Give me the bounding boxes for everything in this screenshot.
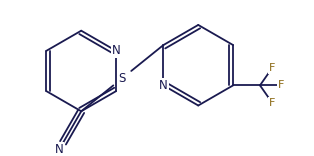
Text: N: N — [55, 143, 63, 156]
Text: F: F — [269, 63, 275, 73]
Text: F: F — [269, 98, 275, 108]
Text: F: F — [278, 80, 284, 90]
Text: N: N — [159, 79, 168, 92]
Text: N: N — [112, 44, 121, 57]
Text: S: S — [119, 72, 126, 85]
